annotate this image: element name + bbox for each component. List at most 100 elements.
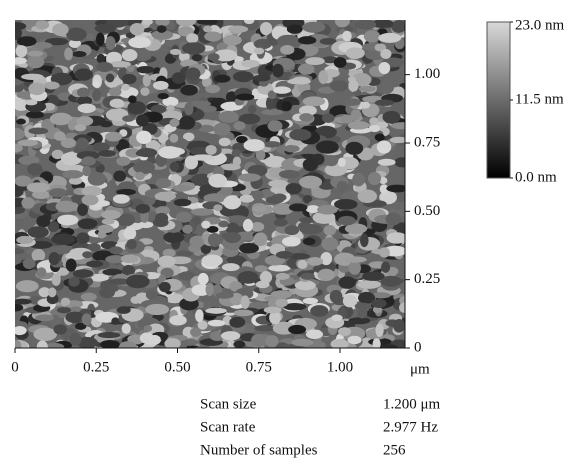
texture-grain [96,61,113,72]
texture-grain [27,226,49,239]
texture-grain [127,101,146,115]
texture-grain [382,110,401,124]
texture-grain [56,267,70,276]
texture-grain [348,317,371,325]
texture-grain [342,294,358,308]
texture-grain [345,141,364,155]
texture-grain [15,85,24,93]
texture-grain [44,37,69,46]
texture-grain [178,340,188,348]
texture-grain [47,287,57,298]
texture-grain [356,308,368,319]
texture-grain [371,298,387,309]
texture-grain [157,255,176,268]
texture-grain [348,260,361,275]
texture-grain [240,295,250,309]
y-tick-label: 0 [414,339,422,355]
texture-grain [281,236,301,247]
texture-grain [108,87,122,97]
texture-grain [264,156,287,168]
texture-grain [156,25,167,33]
texture-grain [238,113,261,125]
texture-grain [183,132,195,142]
texture-grain [190,327,202,337]
texture-grain [268,264,291,272]
texture-grain [192,215,202,225]
texture-grain [340,114,354,124]
texture-grain [26,55,45,69]
texture-grain [48,251,60,266]
texture-grain [357,280,381,289]
texture-grain [273,86,291,94]
texture-grain [232,71,254,83]
texture-grain [77,203,88,216]
texture-grain [379,176,388,185]
texture-grain [252,74,271,82]
texture-grain [297,36,317,45]
texture-grain [381,261,391,273]
texture-grain [51,233,75,245]
texture-grain [74,68,93,81]
texture-grain [207,53,220,61]
texture-grain [191,53,203,62]
texture-grain [352,172,365,187]
texture-grain [76,151,100,160]
texture-grain [135,171,145,181]
texture-grain [164,293,185,304]
texture-grain [344,223,368,235]
texture-grain [261,109,284,116]
texture-grain [302,158,319,172]
texture-grain [241,59,260,68]
texture-grain [64,47,73,61]
texture-grain [267,90,277,100]
texture-grain [379,190,397,205]
texture-grain [252,190,264,201]
texture-grain [218,110,239,123]
texture-grain [233,340,246,348]
texture-grain [67,119,77,131]
texture-grain [76,232,90,245]
texture-grain [121,73,137,85]
texture-grain [68,177,83,185]
texture-grain [105,36,116,51]
texture-grain [203,193,227,203]
texture-grain [372,338,381,348]
texture-grain [374,133,385,142]
texture-grain [62,170,84,179]
texture-grain [338,276,356,289]
texture-grain [259,21,273,36]
texture-grain [36,340,48,348]
texture-grain [176,20,197,27]
texture-grain [272,203,294,215]
texture-grain [60,297,71,306]
texture-grain [72,269,94,278]
texture-grain [208,173,228,188]
texture-grain [302,21,326,33]
texture-grain [379,184,389,194]
texture-grain [109,60,131,68]
texture-grain [298,175,323,189]
texture-grain [348,80,359,92]
texture-grain [130,296,141,304]
texture-grain [204,31,222,42]
texture-grain [272,63,284,78]
texture-grain [205,84,221,94]
texture-grain [238,173,261,182]
texture-grain [233,121,246,131]
texture-grain [200,244,212,255]
texture-grain [368,124,381,133]
texture-grain [101,218,115,225]
texture-grain [389,136,405,144]
texture-grain [53,131,66,141]
texture-grain [118,341,138,348]
texture-grain [280,44,295,55]
texture-grain [281,101,292,112]
texture-grain [173,198,192,207]
texture-grain [227,222,239,231]
param-value: 256 [383,442,406,458]
texture-grain [169,315,187,326]
texture-grain [302,96,326,107]
texture-grain [213,204,223,212]
texture-grain [321,237,339,251]
texture-grain [175,211,192,223]
